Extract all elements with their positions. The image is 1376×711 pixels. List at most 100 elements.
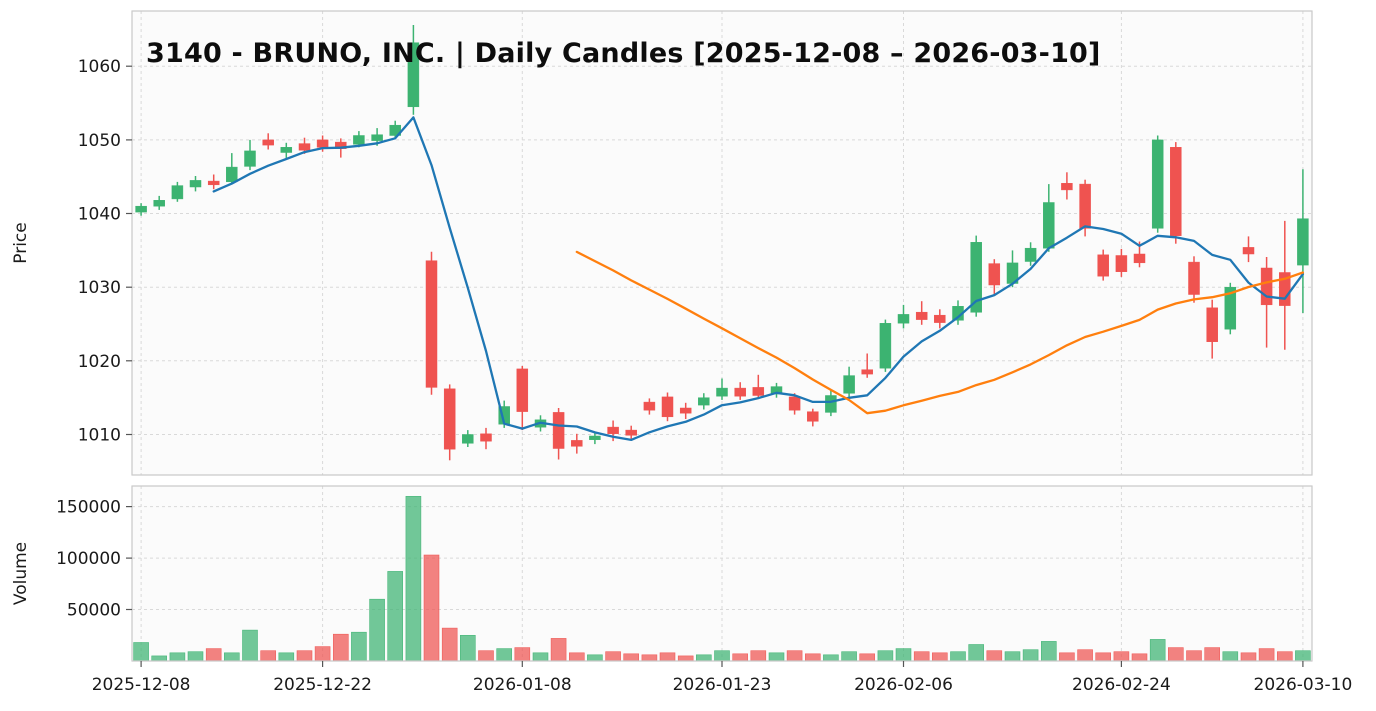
volume-bar	[133, 642, 149, 662]
volume-bar	[1131, 653, 1148, 662]
volume-bar	[841, 651, 857, 662]
candle-body	[807, 411, 819, 422]
candle-body	[1188, 261, 1200, 295]
candle-body	[189, 180, 202, 188]
candle-body	[879, 323, 892, 369]
volume-bar	[205, 648, 222, 662]
candle-body	[752, 387, 765, 396]
candle-body	[643, 401, 656, 411]
volume-axis-label: Volume	[11, 542, 31, 605]
candle-body	[443, 388, 456, 450]
candle-body	[661, 396, 674, 418]
price-tick-label: 1020	[78, 352, 121, 372]
price-tick-label: 1030	[78, 278, 121, 298]
candle-body	[135, 205, 147, 213]
date-tick-label: 2025-12-22	[273, 675, 372, 695]
candle-body	[1170, 147, 1182, 236]
ma-short-line	[212, 116, 1305, 442]
volume-bar	[1222, 651, 1239, 662]
volume-tick-label: 100000	[56, 549, 121, 569]
volume-bar	[532, 652, 549, 662]
volume-bar	[459, 634, 476, 662]
volume-bar	[169, 652, 186, 662]
candle-body	[625, 429, 637, 436]
volume-bar	[224, 652, 240, 662]
volume-bar	[1295, 650, 1311, 662]
volume-bar	[804, 653, 821, 662]
volume-bar	[1186, 650, 1202, 662]
volume-bar	[332, 633, 349, 662]
candle-body	[262, 139, 274, 146]
volume-bar	[587, 654, 603, 662]
volume-bar	[151, 655, 167, 662]
volume-bar	[913, 651, 930, 662]
volume-bar	[605, 651, 621, 662]
candle-body	[1061, 183, 1073, 191]
volume-bar	[1113, 651, 1130, 662]
volume-tick-label: 50000	[67, 601, 121, 621]
volume-bar	[677, 655, 694, 662]
volume-bar	[823, 654, 839, 662]
volume-bar	[296, 650, 313, 662]
volume-bar	[641, 654, 658, 662]
candle-body	[716, 387, 728, 397]
volume-bar	[187, 651, 204, 662]
candle-body	[1043, 202, 1055, 249]
date-tick-label: 2026-02-24	[1072, 675, 1171, 695]
candle-body	[353, 135, 365, 145]
candle-body	[1260, 267, 1273, 306]
candle-body	[1242, 247, 1255, 255]
volume-bar	[1240, 652, 1257, 662]
volume-bar	[405, 495, 422, 662]
volume-bar	[314, 646, 331, 662]
volume-bar	[732, 653, 749, 662]
volume-bars	[133, 495, 1311, 662]
candle-body	[1206, 307, 1218, 342]
volume-bar	[695, 654, 712, 662]
axis-labels: 1010 1020 1030 1040 1050 1060 50000 100000 15000…	[11, 57, 1352, 695]
candle-body	[280, 147, 293, 153]
volume-bar	[441, 627, 458, 662]
candle-body	[1133, 253, 1146, 264]
candle-body	[316, 139, 329, 148]
candle-body	[788, 396, 801, 411]
volume-bar	[1041, 641, 1057, 662]
price-tick-label: 1060	[78, 57, 121, 77]
date-tick-label: 2025-12-08	[92, 675, 191, 695]
candle-body	[1115, 255, 1128, 272]
volume-bar	[1258, 648, 1275, 662]
candle-body	[589, 435, 601, 440]
candle-body	[244, 150, 256, 167]
candle-body	[843, 375, 855, 394]
candle-body	[371, 134, 383, 141]
volume-bar	[1204, 647, 1220, 662]
candle-body	[734, 387, 746, 397]
date-tick-label: 2026-02-06	[854, 675, 953, 695]
price-tick-label: 1050	[78, 131, 121, 151]
volume-bar	[968, 644, 985, 662]
date-tick-label: 2026-01-23	[673, 675, 772, 695]
candle-body	[552, 412, 565, 449]
volume-bar	[714, 650, 730, 662]
volume-bar	[478, 650, 494, 662]
volume-bar	[786, 650, 803, 662]
volume-bar	[568, 652, 585, 662]
candle-body	[171, 185, 184, 200]
candle-body	[970, 242, 982, 313]
volume-bar	[931, 652, 948, 662]
candle-body	[407, 42, 420, 108]
volume-bar	[1077, 649, 1093, 662]
volume-bar	[550, 638, 567, 662]
date-tick-label: 2026-03-10	[1254, 675, 1353, 695]
candle-body	[934, 314, 946, 323]
ma-long-line	[575, 250, 1305, 415]
volume-bar	[260, 650, 277, 662]
price-tick-label: 1040	[78, 205, 121, 225]
candle-body	[516, 368, 529, 412]
candle-body	[915, 311, 928, 320]
candle-body	[825, 395, 837, 413]
volume-bar	[242, 629, 258, 662]
candle-body	[1024, 247, 1037, 262]
candle-body	[226, 166, 238, 183]
volume-bar	[514, 647, 531, 662]
